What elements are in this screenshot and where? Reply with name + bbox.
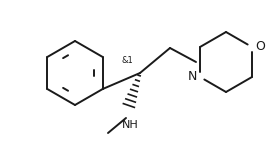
- Text: NH: NH: [122, 120, 138, 130]
- Text: O: O: [255, 40, 265, 53]
- Text: N: N: [188, 71, 197, 84]
- Text: &1: &1: [122, 56, 134, 65]
